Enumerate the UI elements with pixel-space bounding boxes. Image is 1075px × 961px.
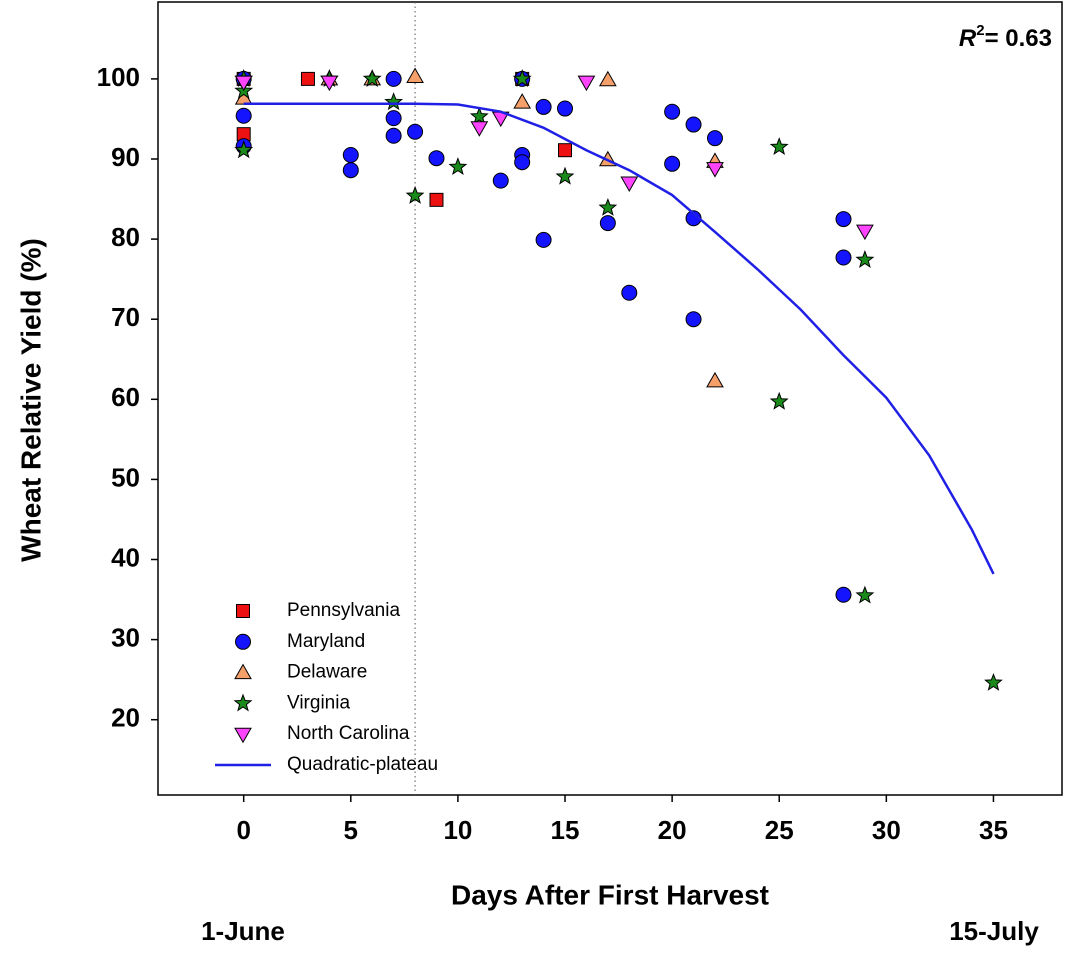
marker-circle xyxy=(621,284,638,301)
marker-star xyxy=(769,391,789,410)
plot-frame xyxy=(157,1,1063,796)
marker-circle xyxy=(535,231,552,248)
marker-circle xyxy=(706,130,723,147)
marker-circle xyxy=(342,146,359,163)
legend-label: Virginia xyxy=(287,692,350,713)
y-tick-label: 30 xyxy=(111,622,140,652)
marker-triangle-down xyxy=(234,75,253,92)
legend: Pennsylvania Maryland Delaware Virginia Nort… xyxy=(215,600,438,775)
y-tick-label: 20 xyxy=(111,703,140,733)
y-tick-label: 100 xyxy=(97,62,140,92)
marker-triangle-down xyxy=(856,224,874,241)
marker-star xyxy=(384,92,404,111)
marker-star xyxy=(769,137,789,156)
r-superscript: 2 xyxy=(976,22,984,39)
marker-triangle-down xyxy=(320,75,339,92)
r-value: = 0.63 xyxy=(985,25,1052,52)
marker-circle xyxy=(664,103,681,120)
marker-star xyxy=(405,185,425,204)
legend-label: Maryland xyxy=(287,631,365,652)
marker-circle xyxy=(235,107,252,124)
legend-label: Quadratic-plateau xyxy=(287,754,438,775)
marker-circle xyxy=(835,586,852,603)
x-axis-label: Days After First Harvest xyxy=(451,879,769,910)
marker-star xyxy=(855,585,875,604)
x-tick-label: 20 xyxy=(658,815,687,845)
marker-circle xyxy=(342,162,359,179)
x-tick-label: 35 xyxy=(979,815,1008,845)
marker-triangle xyxy=(234,663,252,680)
marker-star xyxy=(598,198,618,216)
fit-line xyxy=(243,102,995,575)
marker-triangle xyxy=(513,93,532,109)
y-tick-label: 50 xyxy=(111,462,140,492)
marker-triangle-down xyxy=(620,176,639,193)
marker-circle xyxy=(514,154,531,171)
legend-label: North Carolina xyxy=(287,723,410,744)
marker-circle xyxy=(235,633,251,650)
marker-triangle-down xyxy=(577,75,596,92)
marker-star xyxy=(855,249,875,268)
marker-triangle-down xyxy=(470,121,489,137)
r-squared: R2= 0.63 xyxy=(959,22,1052,52)
marker-triangle xyxy=(706,371,724,388)
marker-circle xyxy=(428,150,445,167)
marker-circle xyxy=(664,155,681,172)
marker-circle xyxy=(492,172,509,189)
marker-star xyxy=(234,140,254,159)
x-tick-label: 30 xyxy=(872,815,901,845)
marker-square xyxy=(300,71,315,86)
marker-star xyxy=(512,68,532,87)
marker-circle xyxy=(835,249,852,266)
marker-circle xyxy=(685,311,702,328)
y-tick-label: 70 xyxy=(111,302,140,332)
marker-circle xyxy=(599,215,616,232)
x-sublabel: 15-July xyxy=(949,916,1039,946)
x-tick-label: 5 xyxy=(344,815,358,845)
legend-label: Delaware xyxy=(287,662,367,683)
y-tick-label: 60 xyxy=(111,382,140,412)
y-tick-label: 90 xyxy=(111,142,140,172)
x-tick-label: 0 xyxy=(236,815,250,845)
marker-star xyxy=(984,673,1003,691)
marker-star xyxy=(362,68,382,87)
marker-star xyxy=(448,157,468,176)
marker-triangle xyxy=(598,70,617,87)
marker-circle xyxy=(835,211,852,228)
marker-circle xyxy=(407,123,424,140)
marker-triangle-down xyxy=(706,162,724,178)
marker-circle xyxy=(385,127,402,144)
x-tick-label: 25 xyxy=(765,815,794,845)
y-tick-label: 80 xyxy=(111,222,140,252)
marker-star xyxy=(469,106,489,125)
marker-square xyxy=(558,143,573,158)
legend-label: Pennsylvania xyxy=(287,600,400,621)
marker-star xyxy=(233,693,253,712)
x-tick-label: 10 xyxy=(443,815,472,845)
marker-circle xyxy=(557,100,574,117)
marker-circle xyxy=(535,98,552,115)
marker-square xyxy=(236,604,250,618)
marker-circle xyxy=(385,110,402,127)
marker-triangle-down xyxy=(234,727,252,744)
y-tick-label: 40 xyxy=(111,542,140,572)
marker-square xyxy=(429,192,444,207)
y-axis-label: Wheat Relative Yield (%) xyxy=(15,238,46,562)
r-symbol: R xyxy=(959,25,977,52)
x-tick-label: 15 xyxy=(551,815,580,845)
marker-star xyxy=(555,166,575,185)
marker-circle xyxy=(385,70,402,87)
marker-triangle xyxy=(406,67,424,83)
x-sublabel: 1-June xyxy=(201,916,285,946)
marker-circle xyxy=(685,116,702,133)
